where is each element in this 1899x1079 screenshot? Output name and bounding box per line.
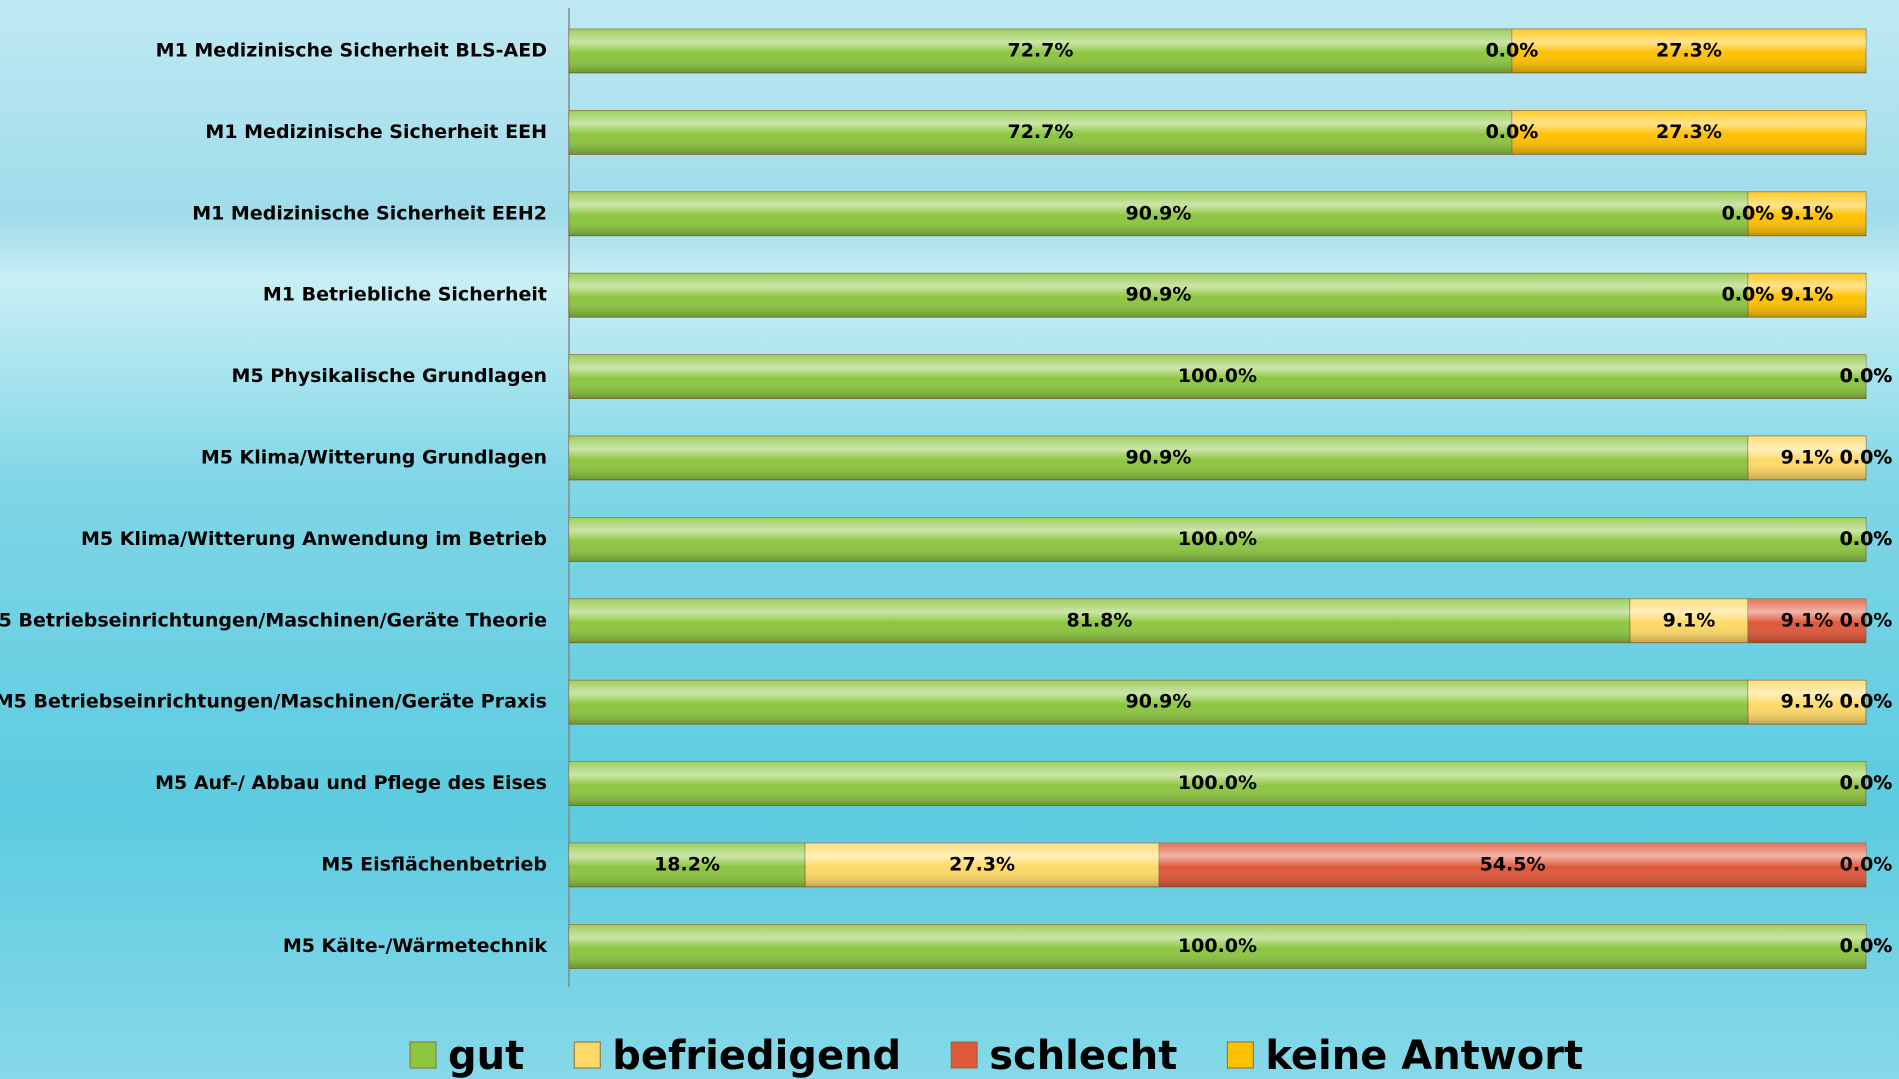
page: M1 Medizinische Sicherheit BLS-AED 72.7% 0…	[0, 0, 1899, 1079]
legend-swatch	[410, 1042, 436, 1068]
value-label: 90.9%	[1126, 202, 1192, 224]
value-label: 0.0%	[1840, 935, 1893, 957]
category-label: M5 Betriebseinrichtungen/Maschinen/Gerät…	[0, 609, 547, 631]
category-label: M1 Medizinische Sicherheit BLS-AED	[156, 40, 547, 62]
value-label: 100.0%	[1178, 772, 1257, 794]
category-label: M5 Physikalische Grundlagen	[232, 365, 547, 387]
legend-label: keine Antwort	[1265, 1033, 1583, 1079]
legend-swatch	[1227, 1042, 1253, 1068]
value-label: 72.7%	[1007, 40, 1073, 62]
category-label: M1 Medizinische Sicherheit EEH	[205, 121, 547, 143]
category-label: M5 Klima/Witterung Grundlagen	[201, 447, 547, 469]
value-label: 100.0%	[1178, 528, 1257, 550]
category-label: M1 Medizinische Sicherheit EEH2	[192, 202, 547, 224]
value-label: 0.0%	[1840, 365, 1893, 387]
value-label: 9.1%	[1663, 609, 1716, 631]
value-label: 0.0%	[1486, 121, 1539, 143]
category-label: M5 Betriebseinrichtungen/Maschinen/Gerät…	[0, 691, 547, 713]
value-label: 27.3%	[1656, 121, 1722, 143]
value-label: 27.3%	[1656, 40, 1722, 62]
chart: M1 Medizinische Sicherheit BLS-AED 72.7% 0…	[0, 0, 1899, 1079]
value-label: 72.7%	[1007, 121, 1073, 143]
value-label: 0.0%	[1840, 609, 1893, 631]
value-label: 54.5%	[1480, 854, 1546, 876]
value-label: 90.9%	[1126, 447, 1192, 469]
value-label: 0.0%	[1840, 691, 1893, 713]
legend-swatch	[574, 1042, 600, 1068]
category-label: M1 Betriebliche Sicherheit	[263, 284, 547, 306]
legend-label: gut	[448, 1033, 524, 1079]
category-label: M5 Auf-/ Abbau und Pflege des Eises	[155, 772, 547, 794]
legend-label: befriedigend	[612, 1033, 901, 1079]
value-label: 100.0%	[1178, 935, 1257, 957]
value-label: 81.8%	[1067, 609, 1133, 631]
value-label: 90.9%	[1126, 284, 1192, 306]
value-label: 9.1%	[1781, 447, 1834, 469]
legend-label: schlecht	[989, 1033, 1177, 1079]
value-label: 90.9%	[1126, 691, 1192, 713]
value-label: 27.3%	[949, 854, 1015, 876]
value-label: 9.1%	[1781, 609, 1834, 631]
category-label: M5 Kälte-/Wärmetechnik	[283, 935, 548, 957]
value-label: 0.0%	[1840, 528, 1893, 550]
value-label: 0.0%	[1722, 202, 1775, 224]
value-label: 9.1%	[1781, 284, 1834, 306]
value-label: 0.0%	[1840, 772, 1893, 794]
value-label: 0.0%	[1840, 447, 1893, 469]
value-label: 18.2%	[654, 854, 720, 876]
category-label: M5 Eisflächenbetrieb	[321, 854, 547, 876]
value-label: 0.0%	[1840, 854, 1893, 876]
value-label: 9.1%	[1781, 691, 1834, 713]
value-label: 0.0%	[1486, 40, 1539, 62]
category-label: M5 Klima/Witterung Anwendung im Betrieb	[81, 528, 547, 550]
value-label: 0.0%	[1722, 284, 1775, 306]
legend-swatch	[951, 1042, 977, 1068]
value-label: 100.0%	[1178, 365, 1257, 387]
value-label: 9.1%	[1781, 202, 1834, 224]
